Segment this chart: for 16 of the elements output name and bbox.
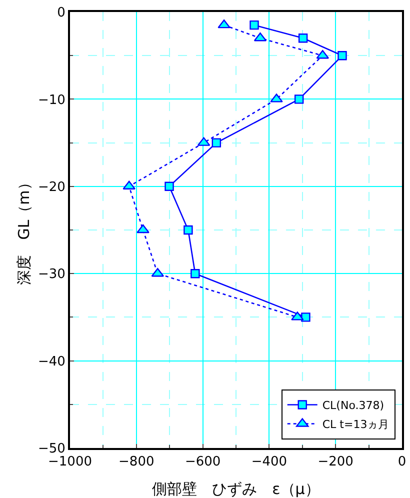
y-tick-label: −50 bbox=[38, 442, 66, 457]
x-tick-label: −600 bbox=[184, 454, 221, 470]
x-tick-label: −1000 bbox=[48, 454, 92, 470]
legend-label: CL t=13ヵ月 bbox=[322, 418, 390, 432]
y-tick-label: −40 bbox=[38, 354, 66, 370]
y-tick-label: −20 bbox=[38, 180, 66, 195]
x-tick-label: −200 bbox=[318, 454, 354, 470]
legend-label: CL(No.378) bbox=[322, 399, 384, 412]
y-axis-title: 深度 GL（m） bbox=[15, 175, 33, 285]
y-tick-label: −30 bbox=[38, 267, 66, 282]
x-tick-label: −800 bbox=[118, 454, 154, 470]
y-tick-label: 0 bbox=[57, 6, 66, 21]
x-tick-label: −400 bbox=[251, 454, 288, 470]
x-axis-title: 側部壁 ひずみ ε（μ） bbox=[152, 480, 320, 498]
x-tick-label: 0 bbox=[398, 454, 406, 470]
y-tick-label: −10 bbox=[38, 92, 66, 108]
